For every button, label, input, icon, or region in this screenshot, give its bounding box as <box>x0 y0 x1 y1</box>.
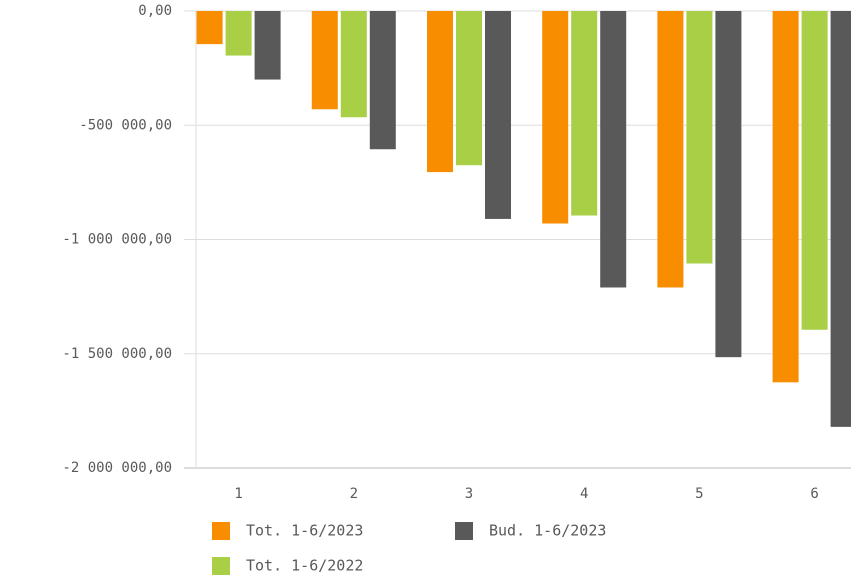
y-tick-label: -2 000 000,00 <box>62 460 172 476</box>
bar <box>456 11 482 166</box>
x-tick-label: 6 <box>810 486 818 502</box>
bar <box>196 11 223 45</box>
x-tick-label: 1 <box>234 486 242 502</box>
bar <box>772 11 799 383</box>
bar <box>225 11 252 56</box>
bar <box>715 11 742 358</box>
legend-swatch <box>212 557 230 575</box>
y-tick-label: -500 000,00 <box>79 117 172 133</box>
bar <box>830 11 851 427</box>
bar <box>254 11 281 80</box>
x-tick-label: 3 <box>465 486 473 502</box>
legend-label: Tot. 1-6/2023 <box>246 522 363 540</box>
legend-swatch <box>455 522 473 540</box>
y-tick-label: -1 000 000,00 <box>62 232 172 248</box>
legend-swatch <box>212 522 230 540</box>
x-tick-label: 5 <box>695 486 703 502</box>
bar <box>571 11 598 216</box>
bar <box>686 11 713 264</box>
bar <box>369 11 396 150</box>
bar <box>427 11 453 173</box>
bar <box>485 11 511 219</box>
bar <box>542 11 569 224</box>
y-tick-label: -1 500 000,00 <box>62 346 172 362</box>
y-tick-label: 0,00 <box>138 3 172 19</box>
bar <box>340 11 367 118</box>
x-tick-label: 4 <box>580 486 588 502</box>
bar <box>600 11 627 288</box>
legend-label: Tot. 1-6/2022 <box>246 557 363 575</box>
bar <box>311 11 338 110</box>
legend-label: Bud. 1-6/2023 <box>489 522 606 540</box>
bar <box>801 11 828 330</box>
legend: Tot. 1-6/2023 Tot. 1-6/2022 Bud. 1-6/2023 <box>212 522 606 575</box>
bar <box>657 11 684 288</box>
x-tick-label: 2 <box>350 486 358 502</box>
